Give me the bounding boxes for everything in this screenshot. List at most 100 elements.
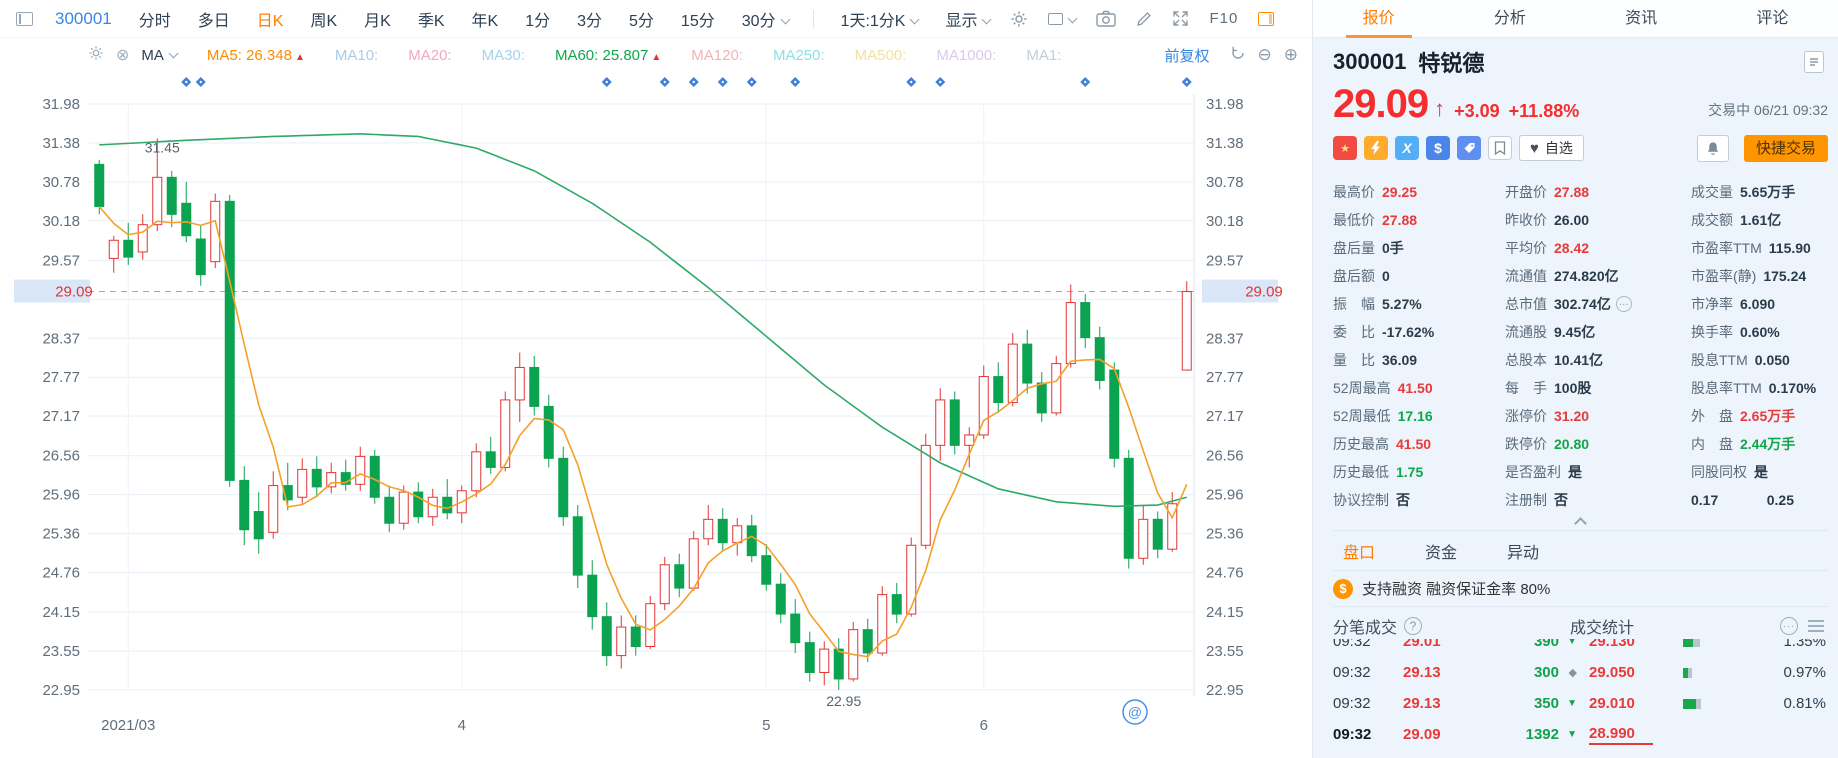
ma-indicator-MA60[interactable]: MA60: 25.807 ▲ xyxy=(554,46,662,64)
quote-row: 量 比 36.09 xyxy=(1333,346,1505,374)
candle-body xyxy=(645,603,656,648)
y-axis-label: 26.56 xyxy=(1206,448,1244,465)
ma-indicator-MA250[interactable]: MA250: xyxy=(772,46,825,64)
display-select[interactable]: 显示 xyxy=(945,7,992,31)
fullscreen-icon[interactable] xyxy=(1172,10,1189,27)
stat-bar-buy xyxy=(1683,698,1696,709)
x-axis-label: 4 xyxy=(458,717,466,734)
svg-text:@: @ xyxy=(1128,704,1142,720)
quote-label: 跌停价 xyxy=(1505,436,1547,452)
panel-tab-资讯[interactable]: 资讯 xyxy=(1625,10,1658,27)
period-tab-5分[interactable]: 5分 xyxy=(629,12,654,30)
quote-label: 协议控制 xyxy=(1333,492,1389,508)
candle-body xyxy=(993,376,1004,404)
y-axis-label: 25.96 xyxy=(42,487,80,504)
ma-indicator-MA5[interactable]: MA5: 26.348 ▲ xyxy=(206,46,305,64)
f10-button[interactable]: F10 xyxy=(1209,10,1239,27)
candlestick-chart[interactable]: 2021/03 4 5 6 31.98 31.98 31.38 31.38 30.78 30.78… xyxy=(0,72,1312,758)
candle-body xyxy=(413,491,424,518)
indicator-settings-gear-icon[interactable] xyxy=(88,45,104,65)
candle-body xyxy=(1181,291,1192,371)
quick-trade-button[interactable]: 快捷交易 xyxy=(1743,134,1828,162)
panel-toggle-icon[interactable] xyxy=(1258,11,1275,26)
quote-row: 注册制否 xyxy=(1505,486,1691,514)
ma-indicator-MA20[interactable]: MA20: xyxy=(408,46,452,64)
candle-body xyxy=(732,525,743,544)
settings-gear-icon[interactable] xyxy=(1010,10,1028,28)
ma-dropdown[interactable]: MA xyxy=(141,47,179,64)
tick-trade-list[interactable]: 09:32 29.01 390 ▼ 09:32 29.13 300 ◆ 09:32 29.13 35… xyxy=(1333,639,1577,758)
period-tab-30分[interactable]: 30分 xyxy=(742,7,790,31)
y-axis-label: 27.17 xyxy=(42,408,80,425)
stock-code-link[interactable]: 300001 xyxy=(55,8,112,28)
price-adjust-mode[interactable]: 前复权 xyxy=(1164,47,1210,65)
y-axis-label: 31.98 xyxy=(1206,96,1244,113)
stat-price: 28.990 xyxy=(1589,725,1653,745)
stat-bar xyxy=(1683,639,1700,647)
quote-row: 历史最高 41.50 xyxy=(1333,430,1505,458)
window-icon[interactable] xyxy=(16,11,33,26)
candle-body xyxy=(891,594,902,615)
quote-label: 历史最低 xyxy=(1333,464,1389,480)
interval-select[interactable]: 1天:1分K xyxy=(841,7,920,31)
ma-indicator-MA1[interactable]: MA1: xyxy=(1026,46,1062,64)
event-marker-icon xyxy=(601,77,612,87)
bookmark-icon[interactable] xyxy=(1488,136,1512,160)
zoom-in-icon[interactable]: ⊕ xyxy=(1283,45,1298,64)
period-tab-1分[interactable]: 1分 xyxy=(525,12,551,30)
quote-row: 跌停价 20.80 xyxy=(1505,430,1691,458)
period-tab-多日[interactable]: 多日 xyxy=(197,12,230,30)
more-info-icon[interactable]: ··· xyxy=(1615,296,1632,312)
y-axis-label: 23.55 xyxy=(42,643,80,660)
screenshot-camera-icon[interactable] xyxy=(1096,10,1117,27)
add-watchlist-button[interactable]: ♥ 自选 xyxy=(1519,135,1584,161)
subtab-盘口[interactable]: 盘口 xyxy=(1343,544,1376,562)
list-view-icon[interactable] xyxy=(1808,620,1824,632)
candle-body xyxy=(906,544,917,615)
quote-row: 0.17 0.25 xyxy=(1691,486,1828,514)
help-question-icon[interactable]: ? xyxy=(1404,617,1423,635)
close-indicator-icon[interactable]: ⊗ xyxy=(116,47,130,64)
ma-indicator-MA10[interactable]: MA10: xyxy=(334,46,379,64)
layout-select-icon[interactable] xyxy=(1048,12,1078,25)
related-list-icon[interactable] xyxy=(1804,51,1824,73)
subtab-资金[interactable]: 资金 xyxy=(1425,544,1458,562)
period-tab-年K[interactable]: 年K xyxy=(471,12,499,30)
period-tab-月K[interactable]: 月K xyxy=(364,12,391,30)
undo-icon[interactable] xyxy=(1230,45,1246,66)
ma-indicator-MA1000[interactable]: MA1000: xyxy=(936,46,997,64)
price-change-pct: +11.88% xyxy=(1508,101,1580,121)
alert-bell-button[interactable] xyxy=(1696,134,1729,162)
ma-indicator-MA30[interactable]: MA30: xyxy=(481,46,525,64)
candle-body xyxy=(688,538,699,589)
quote-panel: 报价 分析 资讯 评论 300001 特锐德 29.09 ↑ +3.09 +11.88… xyxy=(1312,0,1838,758)
quote-value: 36.09 xyxy=(1382,352,1418,368)
volume-stat-list[interactable]: 29.130 1.35% 29.050 0.97% 29.010 0.81% 28.990 xyxy=(1577,639,1828,758)
quote-row: 市盈率(静) 175.24 xyxy=(1691,262,1828,290)
candle-body xyxy=(804,642,815,673)
quote-value: 0.050 xyxy=(1754,352,1790,368)
zoom-out-icon[interactable]: ⊖ xyxy=(1257,45,1272,64)
candle-body xyxy=(630,626,641,648)
collapse-grid-button[interactable] xyxy=(1333,514,1828,530)
quote-value: 0 xyxy=(1382,268,1390,284)
more-options-icon[interactable]: ··· xyxy=(1780,617,1798,635)
draw-pencil-icon[interactable] xyxy=(1136,11,1152,27)
ma-indicator-MA500[interactable]: MA500: xyxy=(854,46,907,64)
y-axis-label: 31.98 xyxy=(42,96,80,113)
period-tab-周K[interactable]: 周K xyxy=(310,12,338,30)
panel-tab-分析[interactable]: 分析 xyxy=(1493,10,1526,27)
panel-tab-报价[interactable]: 报价 xyxy=(1313,0,1444,37)
candle-body xyxy=(1007,343,1018,404)
ma-indicator-MA120[interactable]: MA120: xyxy=(691,46,743,64)
quote-value: 26.00 xyxy=(1554,212,1590,228)
period-tab-15分[interactable]: 15分 xyxy=(680,12,715,30)
up-arrow-icon: ↑ xyxy=(1434,96,1446,121)
panel-tab-评论[interactable]: 评论 xyxy=(1756,10,1789,27)
period-tab-日K[interactable]: 日K xyxy=(256,12,284,30)
period-tab-分时[interactable]: 分时 xyxy=(138,12,171,30)
candle-body xyxy=(703,518,714,540)
period-tab-3分[interactable]: 3分 xyxy=(577,12,603,30)
subtab-异动[interactable]: 异动 xyxy=(1507,544,1540,562)
period-tab-季K[interactable]: 季K xyxy=(417,12,445,30)
